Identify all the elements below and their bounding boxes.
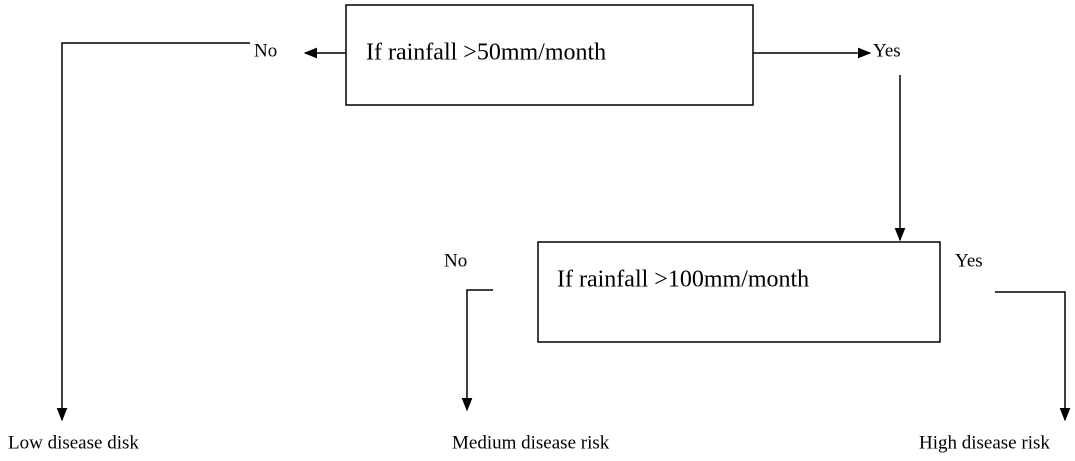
decision-box <box>345 4 754 106</box>
no-label: No <box>254 40 277 61</box>
decision-label: If rainfall >100mm/month <box>557 267 809 293</box>
yes-label: Yes <box>955 250 983 271</box>
decision-box <box>537 241 941 343</box>
decision-label: If rainfall >50mm/month <box>366 40 606 66</box>
yes-label: Yes <box>873 40 901 61</box>
no-label: No <box>444 250 467 271</box>
arrow <box>995 291 1071 422</box>
outcome-label: Low disease disk <box>8 432 139 453</box>
arrow <box>461 289 493 412</box>
outcome-label: Medium disease risk <box>452 432 610 453</box>
arrow <box>56 42 250 422</box>
outcome-label: High disease risk <box>919 432 1050 453</box>
